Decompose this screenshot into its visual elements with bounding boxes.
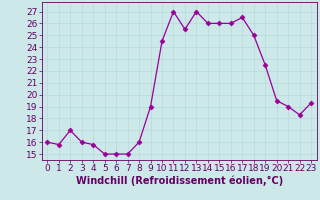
X-axis label: Windchill (Refroidissement éolien,°C): Windchill (Refroidissement éolien,°C) [76,176,283,186]
